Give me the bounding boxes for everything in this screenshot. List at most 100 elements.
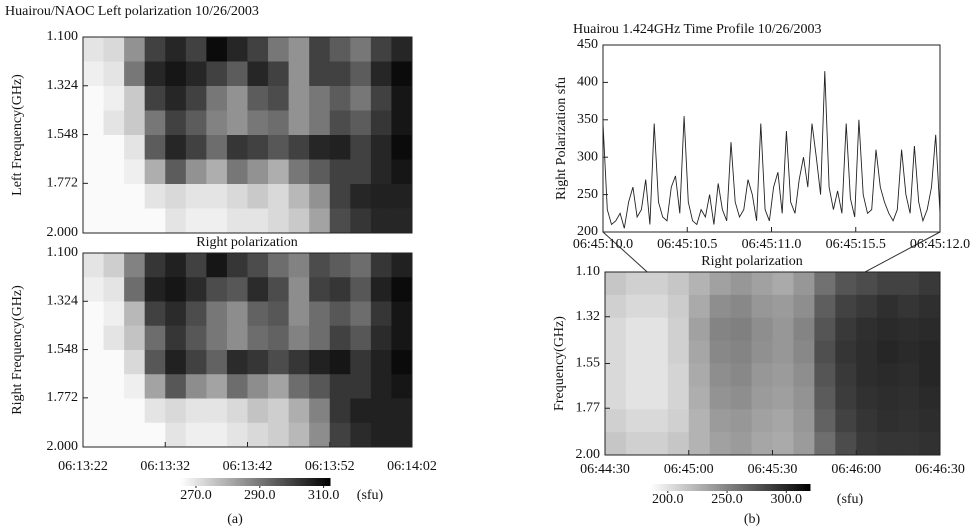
heat-cell (185, 325, 207, 351)
colorbar-swatch (676, 484, 680, 491)
heat-cell (247, 350, 269, 375)
heat-cell (144, 350, 166, 375)
heat-cell (688, 432, 711, 456)
heat-cell (605, 272, 627, 296)
heat-cell (709, 294, 732, 319)
heat-cell (919, 340, 941, 364)
colorbar-swatch (280, 478, 283, 486)
heat-cell (350, 61, 372, 87)
heat-cell (391, 277, 413, 302)
heat-cell (772, 386, 794, 410)
colorbar-swatch (187, 478, 191, 486)
colorbar-swatch (267, 478, 271, 486)
heat-cell (350, 110, 372, 136)
heat-cell (309, 253, 331, 278)
heat-cell (226, 398, 248, 424)
y-tick-label: 1.77 (576, 400, 601, 415)
heat-cell (751, 272, 773, 296)
y-tick-label: 1.772 (47, 176, 79, 191)
heat-cell (370, 253, 392, 278)
heat-cell (268, 398, 290, 424)
colorbar-swatch (252, 478, 256, 486)
heat-cell (688, 317, 711, 342)
heat-cell (124, 208, 146, 234)
heat-cell (730, 294, 753, 319)
colorbar-swatch (663, 484, 667, 491)
heat-cell (350, 37, 372, 62)
heat-cell (226, 301, 248, 327)
heat-cell (605, 294, 627, 319)
colorbar-swatch (735, 484, 739, 491)
heat-cell (835, 317, 857, 342)
heat-cell (370, 374, 392, 399)
colorbar-swatch (262, 478, 266, 486)
heat-cell (288, 110, 310, 136)
y-tick-label: 1.548 (47, 342, 79, 357)
heat-cell (103, 208, 125, 234)
heat-cell (288, 208, 310, 234)
colorbar-swatch (674, 484, 678, 491)
colorbar-swatch (722, 484, 726, 491)
colorbar-swatch (762, 484, 766, 491)
y-tick-label: 1.10 (576, 264, 601, 279)
colorbar-swatch (730, 484, 734, 491)
colorbar-swatch (690, 484, 694, 491)
heat-cell (103, 301, 125, 327)
heat-cell (370, 37, 392, 62)
heat-cell (185, 86, 207, 111)
heat-cell (391, 159, 413, 185)
heat-cell (350, 159, 372, 185)
colorbar-swatch (285, 478, 288, 486)
heat-cell (268, 277, 290, 302)
heat-cell (144, 135, 166, 160)
heat-cell (772, 294, 794, 319)
colorbar-swatch (205, 478, 208, 486)
heat-cell (124, 159, 146, 185)
heat-cell (370, 350, 392, 375)
heat-cell (667, 432, 690, 456)
heat-cell (625, 317, 648, 342)
colorbar-swatch (275, 478, 278, 486)
heat-cell (667, 317, 690, 342)
heat-cell (124, 253, 146, 278)
heat-cell (268, 61, 290, 87)
heat-cell (350, 208, 372, 234)
heat-cell (185, 374, 207, 399)
heat-cell (165, 301, 187, 327)
heat-cell (625, 432, 648, 456)
colorbar-swatch (652, 484, 656, 491)
heat-cell (165, 110, 187, 136)
heat-cell (185, 422, 207, 448)
heat-cell (793, 272, 815, 296)
heat-cell (103, 325, 125, 351)
heat-cell (329, 184, 351, 209)
heat-cell (83, 374, 105, 399)
heat-cell (709, 340, 732, 364)
heat-cell (124, 325, 146, 351)
heat-cell (247, 253, 269, 278)
heat-cell (309, 301, 331, 327)
heat-cell (124, 350, 146, 375)
heat-cell (667, 386, 690, 410)
colorbar-swatch (799, 484, 803, 491)
heat-cell (793, 386, 815, 410)
heat-cell (919, 386, 941, 410)
heat-cell (288, 277, 310, 302)
heat-cell (688, 409, 711, 433)
heat-cell (350, 253, 372, 278)
colorbar-swatch (247, 478, 251, 486)
heat-cell (165, 277, 187, 302)
heat-cell (919, 432, 941, 456)
heat-cell (124, 135, 146, 160)
heat-cell (625, 272, 648, 296)
y-tick-label: 1.100 (47, 29, 79, 44)
heat-cell (309, 374, 331, 399)
heat-cell (350, 277, 372, 302)
heat-cell (329, 208, 351, 234)
heat-cell (309, 61, 331, 87)
heat-cell (206, 350, 228, 375)
heat-cell (268, 184, 290, 209)
heat-cell (185, 208, 207, 234)
colorbar-swatch (232, 478, 236, 486)
colorbar-tick-label: 300.0 (771, 492, 803, 507)
